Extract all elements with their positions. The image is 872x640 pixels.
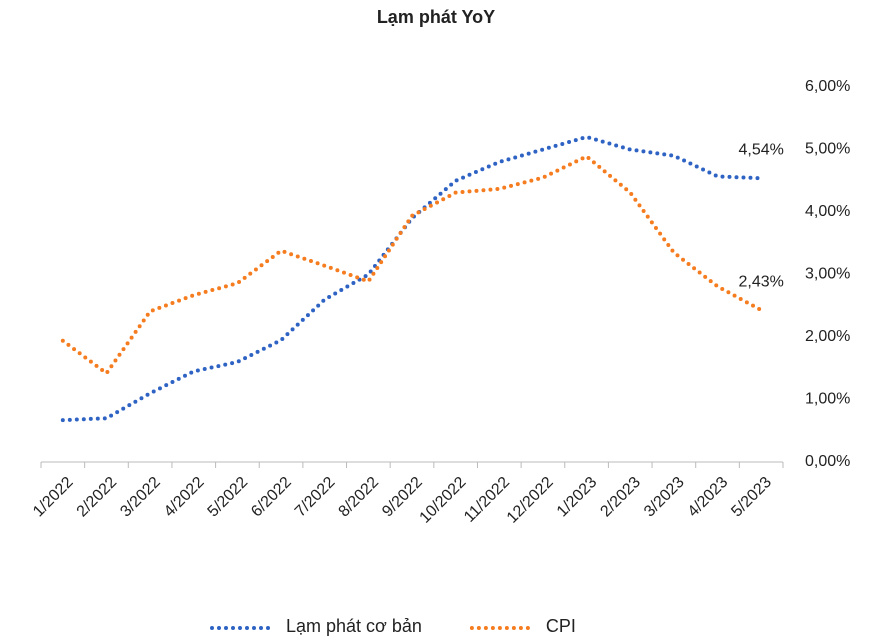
x-tick-label: 6/2022 — [248, 474, 295, 521]
x-tick-label: 2/2022 — [74, 474, 121, 521]
y-tick-label: 1,00% — [805, 391, 850, 408]
legend-label: CPI — [546, 616, 576, 636]
x-tick-label: 12/2022 — [504, 474, 557, 527]
x-tick-label: 8/2022 — [336, 474, 383, 521]
x-tick-label: 1/2022 — [30, 474, 77, 521]
data-label: 4,54% — [738, 141, 783, 158]
x-tick-label: 4/2022 — [161, 474, 208, 521]
chart-title: Lạm phát YoY — [377, 7, 495, 27]
x-tick-label: 5/2022 — [205, 474, 252, 521]
x-tick-label: 7/2022 — [292, 474, 339, 521]
x-tick-label: 10/2022 — [417, 474, 470, 527]
x-tick-label: 11/2022 — [461, 474, 513, 526]
x-tick-label: 3/2022 — [117, 474, 164, 521]
data-label: 2,43% — [738, 273, 783, 290]
x-tick-label: 5/2023 — [728, 474, 775, 521]
y-tick-label: 2,00% — [805, 328, 850, 345]
line-series — [60, 134, 764, 423]
x-tick-label: 1/2023 — [554, 474, 601, 521]
legend-label: Lạm phát cơ bản — [286, 616, 422, 636]
y-tick-label: 3,00% — [805, 266, 850, 283]
x-tick-label: 2/2023 — [597, 474, 644, 521]
y-tick-label: 4,00% — [805, 203, 850, 220]
x-tick-label: 4/2023 — [685, 474, 732, 521]
line-series — [60, 154, 764, 377]
x-tick-label: 3/2023 — [641, 474, 688, 521]
y-tick-label: 0,00% — [805, 453, 850, 470]
y-tick-label: 5,00% — [805, 141, 850, 158]
y-tick-label: 6,00% — [805, 78, 850, 95]
